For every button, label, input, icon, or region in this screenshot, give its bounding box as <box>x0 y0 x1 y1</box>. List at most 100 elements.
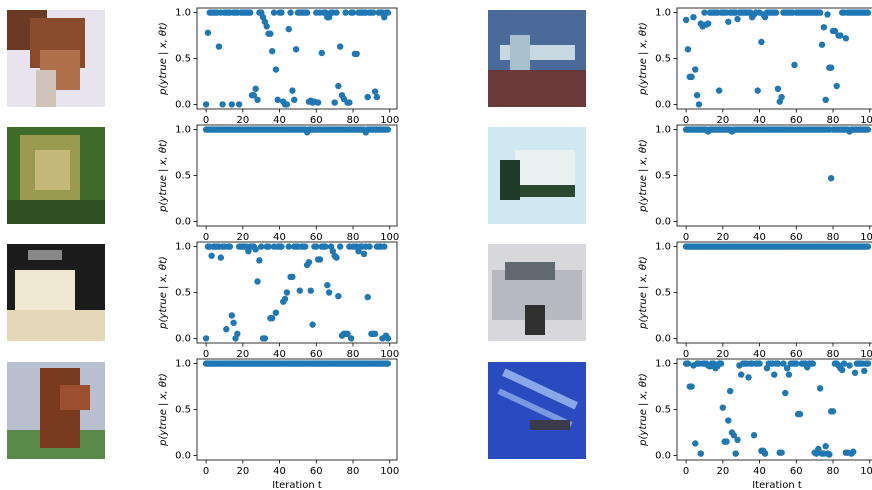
point <box>202 335 210 342</box>
point <box>816 9 824 16</box>
point <box>846 362 853 369</box>
image-car <box>488 244 586 341</box>
point <box>778 449 785 456</box>
y-tick-label: 0.5 <box>655 288 671 299</box>
x-tick-label: 0 <box>203 232 209 243</box>
y-tick-label: 1.0 <box>655 359 671 370</box>
point <box>371 88 379 95</box>
point <box>774 360 782 367</box>
point <box>285 243 292 250</box>
point <box>250 92 258 99</box>
point <box>252 246 259 253</box>
point <box>265 243 272 250</box>
point <box>256 257 263 264</box>
y-tick-label: 1.0 <box>655 242 671 253</box>
point <box>815 445 822 453</box>
y-axis-label: p(ytrue | x, θt) <box>638 22 649 96</box>
point <box>688 383 695 390</box>
point <box>346 99 353 106</box>
y-tick-label: 1.0 <box>175 242 191 253</box>
point <box>285 25 292 33</box>
point <box>283 101 291 108</box>
point <box>296 287 303 294</box>
point <box>826 451 833 458</box>
point <box>333 9 340 16</box>
point <box>278 9 285 16</box>
x-tick-label: 80 <box>347 466 360 477</box>
y-tick-label: 0.0 <box>655 99 671 110</box>
point <box>774 85 782 93</box>
point <box>215 43 223 50</box>
point <box>780 360 787 367</box>
point <box>824 11 831 18</box>
point <box>783 364 791 372</box>
x-tick-label: 100 <box>380 115 399 126</box>
point <box>772 9 780 16</box>
point <box>693 92 701 99</box>
x-tick-label: 40 <box>753 115 766 126</box>
y-axis-label: p(ytrue | x, θt) <box>158 139 169 213</box>
point <box>309 321 316 328</box>
point <box>314 99 322 106</box>
point <box>252 85 259 93</box>
x-tick-label: 20 <box>236 115 249 126</box>
point <box>842 35 850 42</box>
point <box>364 93 371 101</box>
point <box>269 47 276 55</box>
point <box>283 289 291 296</box>
x-tick-label: 20 <box>236 232 249 243</box>
point <box>734 436 741 443</box>
x-tick-label: 40 <box>273 115 286 126</box>
point <box>384 9 392 16</box>
y-axis-label: p(ytrue | x, θt) <box>158 373 169 447</box>
point <box>322 243 329 250</box>
point <box>864 9 872 16</box>
point <box>791 61 798 69</box>
point <box>235 101 243 108</box>
x-tick-label: 60 <box>310 115 323 126</box>
point <box>837 32 844 39</box>
point <box>325 289 333 296</box>
x-tick-label: 100 <box>860 349 872 360</box>
point <box>318 49 325 57</box>
x-tick-label: 40 <box>273 232 286 243</box>
y-tick-label: 0.5 <box>175 288 191 299</box>
point <box>717 360 725 367</box>
point <box>864 360 872 367</box>
point <box>822 443 829 450</box>
y-tick-label: 0.0 <box>655 450 671 461</box>
point <box>360 250 368 258</box>
point <box>303 9 311 16</box>
x-tick-label: 100 <box>860 232 872 243</box>
y-axis-label: p(ytrue | x, θt) <box>638 256 649 330</box>
point <box>758 38 765 46</box>
point <box>254 96 261 104</box>
x-axis-label: Iteration t <box>752 480 802 490</box>
y-tick-label: 0.0 <box>175 99 191 110</box>
y-tick-label: 0.5 <box>175 54 191 65</box>
y-tick-label: 0.5 <box>655 405 671 416</box>
point <box>723 438 730 445</box>
x-tick-label: 60 <box>310 349 323 360</box>
point <box>270 9 278 16</box>
point <box>313 243 320 250</box>
point <box>704 20 712 27</box>
y-axis-label: p(ytrue | x, θt) <box>638 373 649 447</box>
point <box>864 126 872 133</box>
y-tick-label: 0.0 <box>175 450 191 461</box>
point <box>719 404 727 411</box>
point <box>234 330 241 338</box>
scatter-panel: 0 20 40 60 80 100 0.0 0.5 1.0 p(ytrue | x, θt) Ite… <box>158 359 399 490</box>
point <box>861 367 868 375</box>
y-tick-label: 0.5 <box>175 171 191 182</box>
y-tick-label: 0.5 <box>655 171 671 182</box>
point <box>366 243 373 250</box>
point <box>208 252 215 259</box>
x-tick-label: 20 <box>716 232 729 243</box>
x-tick-label: 60 <box>310 466 323 477</box>
point <box>864 243 872 250</box>
x-tick-label: 100 <box>380 466 399 477</box>
point <box>827 64 835 71</box>
x-tick-label: 60 <box>310 232 323 243</box>
